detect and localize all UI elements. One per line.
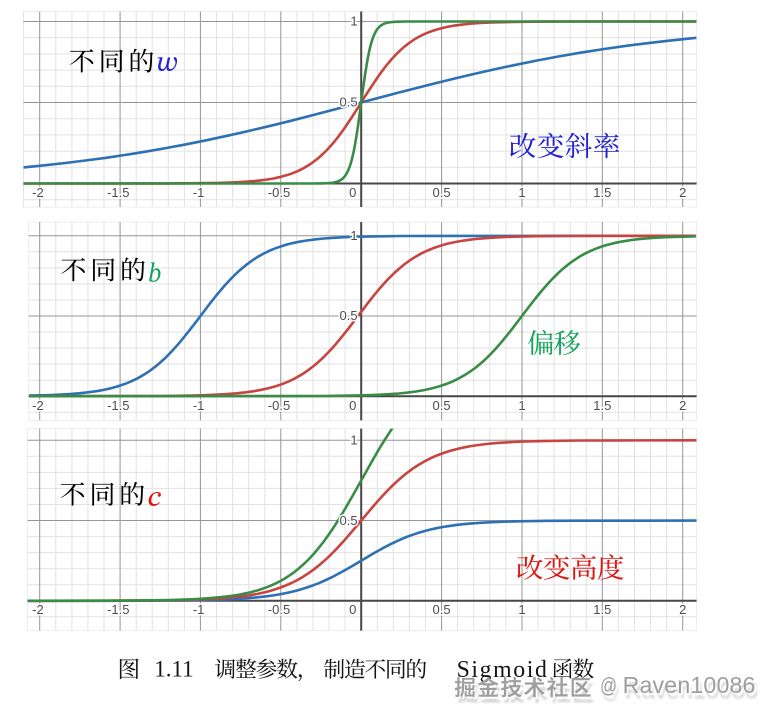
svg-text:1.5: 1.5: [593, 602, 611, 617]
svg-text:-2: -2: [32, 398, 44, 413]
svg-text:-1: -1: [193, 602, 205, 617]
svg-text:-1.5: -1.5: [107, 398, 129, 413]
svg-text:@: @: [600, 675, 617, 698]
svg-text:-0.5: -0.5: [268, 602, 290, 617]
svg-text:0: 0: [349, 185, 356, 200]
svg-text:-1: -1: [193, 398, 205, 413]
svg-text:0: 0: [349, 398, 356, 413]
svg-text:-0.5: -0.5: [268, 398, 290, 413]
svg-text:Raven10086: Raven10086: [623, 672, 756, 698]
svg-text:1: 1: [518, 185, 525, 200]
svg-text:0.5: 0.5: [340, 308, 358, 323]
svg-text:1: 1: [350, 433, 357, 448]
svg-text:-2: -2: [32, 602, 44, 617]
svg-text:2: 2: [679, 185, 686, 200]
svg-text:1.5: 1.5: [593, 398, 611, 413]
svg-text:1.11: 1.11: [154, 656, 193, 681]
svg-text:-0.5: -0.5: [268, 185, 290, 200]
svg-text:-2: -2: [32, 185, 44, 200]
svg-text:1: 1: [350, 228, 357, 243]
svg-text:-1: -1: [193, 185, 205, 200]
svg-text:1: 1: [518, 398, 525, 413]
svg-text:-1.5: -1.5: [107, 602, 129, 617]
svg-text:0.5: 0.5: [340, 513, 358, 528]
svg-text:2: 2: [679, 398, 686, 413]
svg-text:0.5: 0.5: [340, 95, 358, 110]
svg-text:-1.5: -1.5: [107, 185, 129, 200]
svg-text:Raven10086: Raven10086: [624, 674, 757, 700]
svg-text:0.5: 0.5: [433, 185, 451, 200]
svg-text:0.5: 0.5: [433, 398, 451, 413]
svg-text:@: @: [603, 680, 620, 703]
svg-text:1: 1: [350, 14, 357, 29]
svg-text:1.5: 1.5: [593, 185, 611, 200]
svg-text:2: 2: [679, 602, 686, 617]
svg-text:0: 0: [349, 602, 356, 617]
svg-text:0.5: 0.5: [433, 602, 451, 617]
svg-text:1: 1: [518, 602, 525, 617]
svg-text:Raven10086: Raven10086: [625, 678, 758, 704]
svg-text:@: @: [602, 676, 619, 699]
